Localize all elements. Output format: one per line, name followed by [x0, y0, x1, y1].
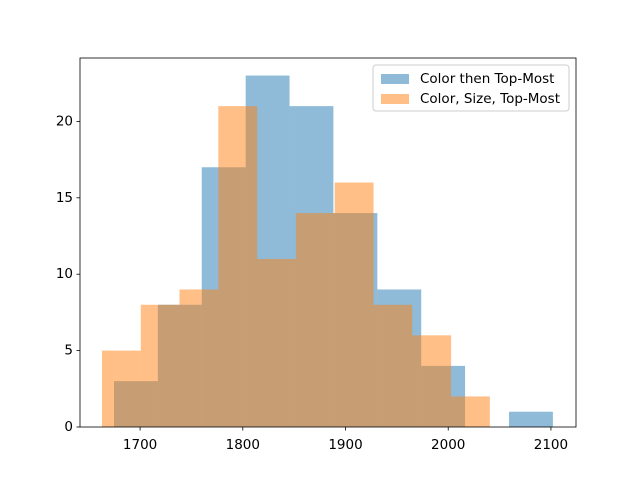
- legend-box: [372, 64, 570, 112]
- y-tick-label: 10: [56, 266, 73, 282]
- x-tick-label: 2000: [431, 437, 465, 453]
- bar: [373, 304, 413, 427]
- bar: [295, 213, 335, 427]
- legend: Color then Top-Most Color, Size, Top-Most: [372, 64, 570, 112]
- legend-label: Color, Size, Top-Most: [420, 91, 560, 107]
- x-tick-label: 2100: [534, 437, 568, 453]
- legend-swatch: [381, 74, 409, 84]
- bar: [101, 350, 141, 427]
- bar: [451, 396, 490, 427]
- x-tick-label: 1800: [226, 437, 260, 453]
- bar: [179, 289, 219, 427]
- bar: [412, 335, 452, 427]
- bar: [334, 182, 374, 427]
- axes-frame: [79, 57, 577, 428]
- y-tick-label: 5: [64, 343, 73, 359]
- bar: [218, 106, 258, 427]
- bar: [257, 258, 296, 427]
- bar: [140, 304, 180, 427]
- y-tick-label: 20: [56, 113, 73, 129]
- legend-swatch: [381, 94, 409, 104]
- y-tick-label: 0: [64, 419, 73, 435]
- y-tick-label: 15: [56, 190, 73, 206]
- x-tick-label: 1700: [123, 437, 157, 453]
- legend-label: Color then Top-Most: [420, 71, 554, 87]
- bar: [509, 411, 553, 427]
- x-tick-label: 1900: [328, 437, 362, 453]
